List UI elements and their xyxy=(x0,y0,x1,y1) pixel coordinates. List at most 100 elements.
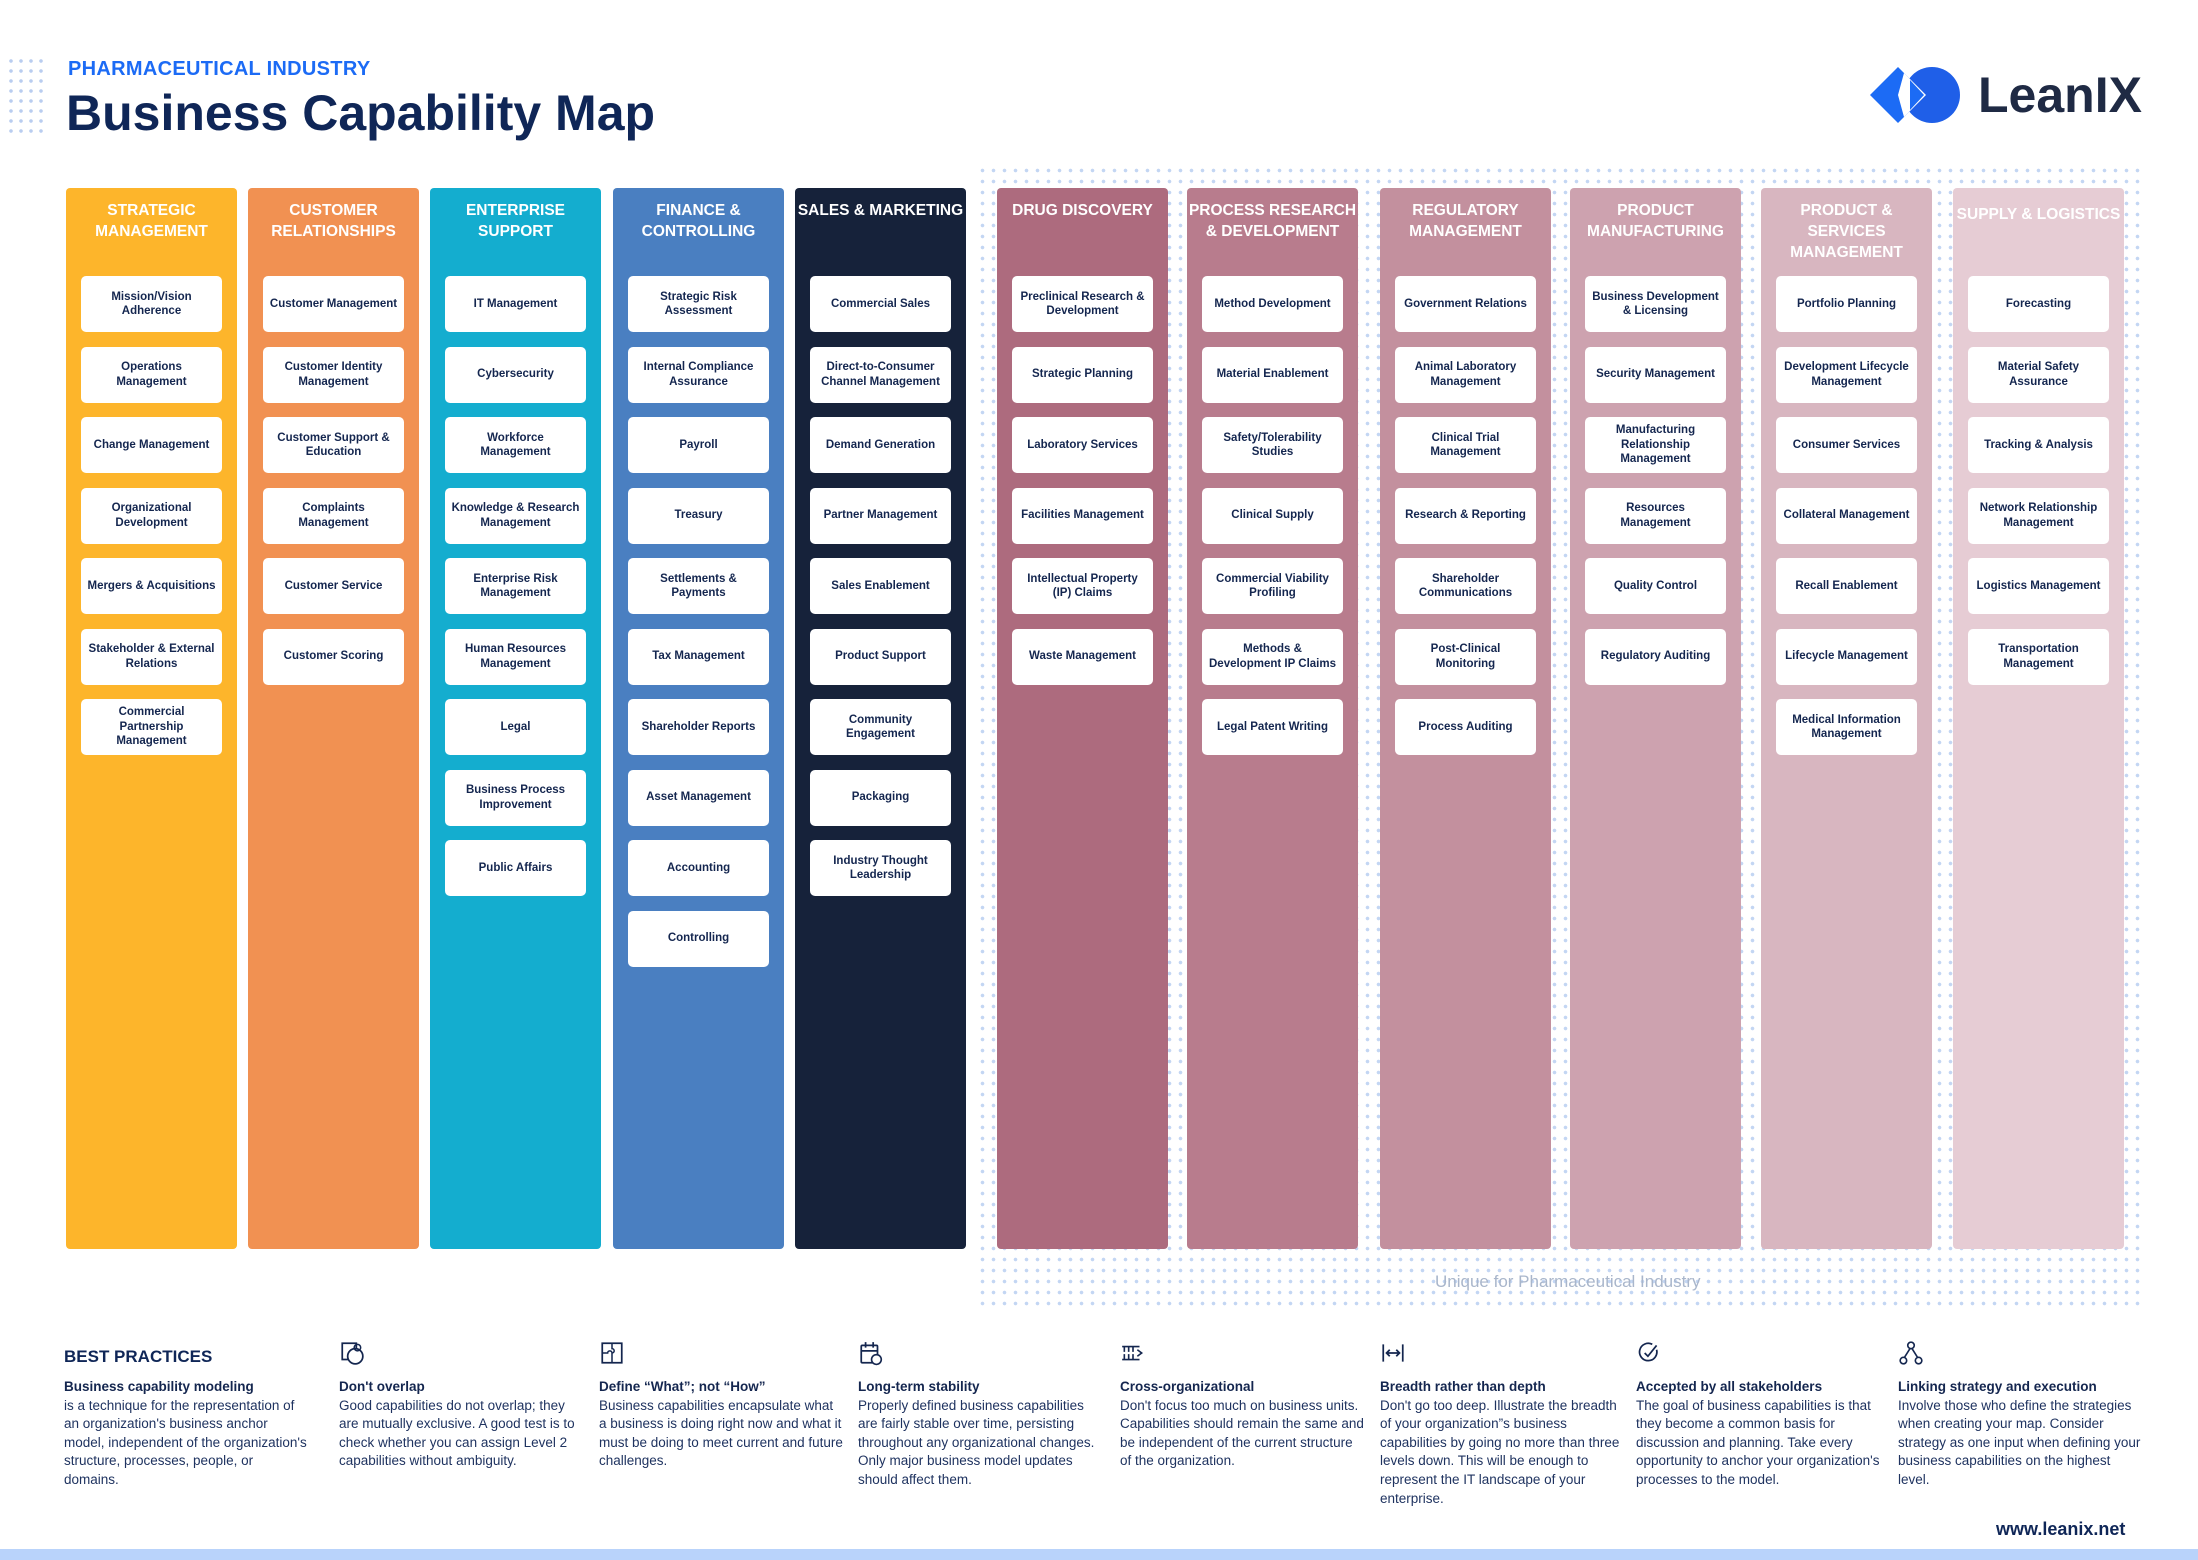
capability-column: Regulatory Management Government Relation… xyxy=(1380,188,1551,1249)
best-practice-title: Don't overlap xyxy=(339,1379,425,1394)
best-practice: Business capability modeling is a techniq… xyxy=(64,1340,309,1490)
capability-card[interactable]: Legal Patent Writing xyxy=(1202,699,1343,755)
capability-card[interactable]: Change Management xyxy=(81,417,222,473)
capability-card[interactable]: Animal Laboratory Management xyxy=(1395,346,1536,403)
capability-card[interactable]: Shareholder Reports xyxy=(628,699,769,755)
best-practice-title: Cross-organizational xyxy=(1120,1379,1255,1394)
capability-card[interactable]: Customer Management xyxy=(263,276,404,332)
column-title: Strategic Management xyxy=(95,202,208,240)
capability-card[interactable]: Logistics Management xyxy=(1968,558,2109,614)
leanix-logo: LeanIX xyxy=(1870,66,2142,124)
capability-card[interactable]: Packaging xyxy=(810,769,951,826)
capability-card[interactable]: Shareholder Communications xyxy=(1395,558,1536,614)
capability-card[interactable]: Knowledge & Research Management xyxy=(445,487,586,544)
capability-card[interactable]: Settlements & Payments xyxy=(628,558,769,614)
best-practices-heading: BEST PRACTICES xyxy=(64,1347,213,1366)
capability-card[interactable]: Development Lifecycle Management xyxy=(1776,346,1917,403)
capability-card[interactable]: Lifecycle Management xyxy=(1776,628,1917,685)
capability-card[interactable]: Industry Thought Leadership xyxy=(810,840,951,896)
capability-card[interactable]: Safety/Tolerability Studies xyxy=(1202,417,1343,473)
capability-card[interactable]: Community Engagement xyxy=(810,699,951,755)
capability-card[interactable]: Material Enablement xyxy=(1202,346,1343,403)
calendar-icon xyxy=(860,1342,883,1366)
capability-card[interactable]: Laboratory Services xyxy=(1012,417,1153,473)
capability-card[interactable]: Product Support xyxy=(810,628,951,685)
website-link[interactable]: www.leanix.net xyxy=(1996,1519,2126,1539)
column-title: Process Research & Development xyxy=(1188,202,1357,240)
capability-card[interactable]: Strategic Risk Assessment xyxy=(628,276,769,332)
capability-card[interactable]: Methods & Development IP Claims xyxy=(1202,628,1343,685)
capability-card[interactable]: Stakeholder & External Relations xyxy=(81,628,222,685)
best-practice: Cross-organizational Don't focus too much… xyxy=(1120,1340,1365,1471)
capability-card[interactable]: Customer Support & Education xyxy=(263,417,404,473)
column-title: Finance & Controlling xyxy=(641,202,756,240)
capability-card[interactable]: Commercial Viability Profiling xyxy=(1202,558,1343,614)
capability-card[interactable]: Material Safety Assurance xyxy=(1968,346,2109,403)
capability-card[interactable]: Intellectual Property (IP) Claims xyxy=(1012,558,1153,614)
capability-card[interactable]: Portfolio Planning xyxy=(1776,276,1917,332)
capability-card[interactable]: Controlling xyxy=(628,910,769,967)
capability-card[interactable]: Mergers & Acquisitions xyxy=(81,558,222,614)
capability-card[interactable]: Sales Enablement xyxy=(810,558,951,614)
best-practice: Linking strategy and execution Involve th… xyxy=(1898,1340,2143,1490)
column-title: Regulatory Management xyxy=(1409,202,1522,240)
capability-card[interactable]: Internal Compliance Assurance xyxy=(628,346,769,403)
capability-card[interactable]: Preclinical Research & Development xyxy=(1012,276,1153,332)
capability-card[interactable]: Customer Identity Management xyxy=(263,346,404,403)
capability-card[interactable]: Tax Management xyxy=(628,628,769,685)
capability-card[interactable]: Business Development & Licensing xyxy=(1585,276,1726,332)
capability-card[interactable]: Process Auditing xyxy=(1395,699,1536,755)
capability-card[interactable]: Resources Management xyxy=(1585,487,1726,544)
capability-card[interactable]: Transportation Management xyxy=(1968,628,2109,685)
capability-card[interactable]: Operations Management xyxy=(81,346,222,403)
capability-card[interactable]: Public Affairs xyxy=(445,840,586,896)
capability-card[interactable]: Forecasting xyxy=(1968,276,2109,332)
capability-card[interactable]: Collateral Management xyxy=(1776,487,1917,544)
capability-card[interactable]: Organizational Development xyxy=(81,487,222,544)
capability-card[interactable]: Business Process Improvement xyxy=(445,769,586,826)
capability-card[interactable]: Post-Clinical Monitoring xyxy=(1395,628,1536,685)
capability-card[interactable]: Direct-to-Consumer Channel Management xyxy=(810,346,951,403)
capability-card[interactable]: Payroll xyxy=(628,417,769,473)
best-practice-text: is a technique for the representation of… xyxy=(64,1397,307,1487)
capability-card[interactable]: Complaints Management xyxy=(263,487,404,544)
capability-card[interactable]: Commercial Partnership Management xyxy=(81,699,222,755)
capability-card[interactable]: Customer Scoring xyxy=(263,628,404,685)
capability-card[interactable]: Regulatory Auditing xyxy=(1585,628,1726,685)
capability-card[interactable]: Government Relations xyxy=(1395,276,1536,332)
capability-column: Enterprise Support IT Management Cybersecu… xyxy=(430,188,601,1249)
capability-card[interactable]: Research & Reporting xyxy=(1395,487,1536,544)
capability-card[interactable]: Quality Control xyxy=(1585,558,1726,614)
check-circle-icon xyxy=(1638,1342,1658,1362)
capability-card[interactable]: Network Relationship Management xyxy=(1968,487,2109,544)
capability-card[interactable]: Customer Service xyxy=(263,558,404,614)
capability-card[interactable]: Medical Information Management xyxy=(1776,699,1917,755)
capability-card[interactable]: Demand Generation xyxy=(810,417,951,473)
capability-card[interactable]: Commercial Sales xyxy=(810,276,951,332)
column-title: Drug Discovery xyxy=(1012,202,1153,219)
capability-card[interactable]: Legal xyxy=(445,699,586,755)
capability-card[interactable]: Treasury xyxy=(628,487,769,544)
capability-card[interactable]: Clinical Trial Management xyxy=(1395,417,1536,473)
capability-card[interactable]: Recall Enablement xyxy=(1776,558,1917,614)
capability-card[interactable]: Manufacturing Relationship Management xyxy=(1585,417,1726,473)
capability-card[interactable]: Cybersecurity xyxy=(445,346,586,403)
capability-card[interactable]: Waste Management xyxy=(1012,628,1153,685)
capability-card[interactable]: Clinical Supply xyxy=(1202,487,1343,544)
capability-card[interactable]: Asset Management xyxy=(628,769,769,826)
capability-card[interactable]: Consumer Services xyxy=(1776,417,1917,473)
capability-card[interactable]: Security Management xyxy=(1585,346,1726,403)
capability-card[interactable]: Mission/Vision Adherence xyxy=(81,276,222,332)
capability-card[interactable]: Accounting xyxy=(628,840,769,896)
capability-card[interactable]: Method Development xyxy=(1202,276,1343,332)
capability-column: Product & Services Management Portfolio P… xyxy=(1761,188,1932,1249)
capability-card[interactable]: Tracking & Analysis xyxy=(1968,417,2109,473)
capability-card[interactable]: Workforce Management xyxy=(445,417,586,473)
column-title: Supply & Logistics xyxy=(1956,206,2121,223)
capability-card[interactable]: IT Management xyxy=(445,276,586,332)
capability-card[interactable]: Facilities Management xyxy=(1012,487,1153,544)
capability-card[interactable]: Human Resources Management xyxy=(445,628,586,685)
capability-card[interactable]: Partner Management xyxy=(810,487,951,544)
capability-card[interactable]: Enterprise Risk Management xyxy=(445,558,586,614)
capability-card[interactable]: Strategic Planning xyxy=(1012,346,1153,403)
